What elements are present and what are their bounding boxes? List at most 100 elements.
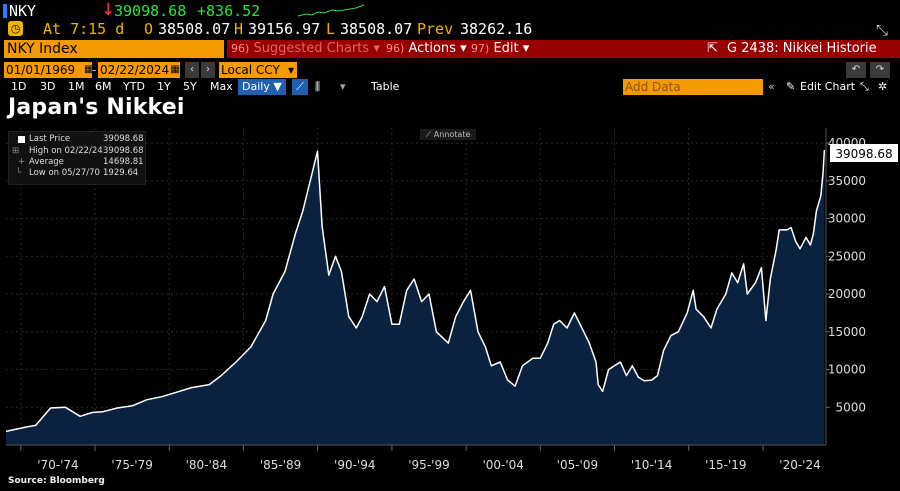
period-3d[interactable]: 3D: [40, 80, 56, 93]
period-ytd[interactable]: YTD: [123, 80, 145, 93]
security-color-marker: [3, 4, 7, 18]
menu-number: 96): [231, 42, 250, 55]
command-menu: 96) Suggested Charts ▾ 96) Actions ▾ 97)…: [227, 40, 900, 58]
legend-value: 1929.64: [103, 168, 139, 178]
x-tick-label: '80-'84: [186, 458, 227, 472]
chart-type-icon[interactable]: ⫼: [315, 80, 321, 93]
y-tick-label: 10000: [828, 363, 866, 377]
calendar-icon[interactable]: ▦: [170, 62, 180, 78]
line-chart-icon[interactable]: ⟋: [292, 79, 308, 95]
legend-row-low: └ Low on 05/27/70 1929.64: [9, 169, 145, 178]
low-value: 38508.07: [340, 20, 413, 38]
menu-label: Edit: [493, 41, 519, 56]
menu-label: Suggested Charts: [253, 41, 370, 56]
x-tick-label: '05-'09: [557, 458, 598, 472]
chevron-down-icon[interactable]: ▾: [340, 80, 346, 93]
legend-row-high: ⊞ High on 02/22/24 39098.68: [9, 147, 145, 156]
menu-number: 97): [471, 42, 490, 55]
x-tick-label: '95-'99: [408, 458, 449, 472]
y-tick-label: 25000: [828, 249, 866, 263]
collapse-icon[interactable]: «: [768, 80, 775, 93]
page-title: G 2438: Nikkei Historie: [727, 41, 877, 56]
tree-icon: ⊞: [12, 146, 20, 156]
clock-icon[interactable]: ◷: [8, 21, 23, 36]
actions-menu[interactable]: 96) Actions ▾: [386, 41, 467, 56]
legend-label: High on 02/22/24: [29, 146, 103, 156]
price-line: [5, 149, 826, 433]
high-label: H: [234, 20, 244, 38]
edit-menu[interactable]: 97) Edit ▾: [471, 41, 530, 56]
undo-icon[interactable]: ↶: [846, 62, 866, 78]
y-tick-label: 30000: [828, 212, 866, 226]
chevron-down-icon: ▾: [287, 63, 294, 77]
period-1d[interactable]: 1D: [11, 80, 27, 93]
start-date-input[interactable]: 01/01/1969: [4, 62, 86, 78]
menu-number: 96): [386, 42, 405, 55]
expand-icon[interactable]: ⤡: [876, 21, 889, 39]
y-tick-label: 15000: [828, 325, 866, 339]
command-bar: NKY Index 96) Suggested Charts ▾ 96) Act…: [0, 40, 900, 58]
period-5y[interactable]: 5Y: [183, 80, 197, 93]
low-label: L: [326, 20, 336, 38]
last-price: 39098.68: [114, 2, 187, 20]
suggested-charts-menu[interactable]: 96) Suggested Charts ▾: [231, 41, 380, 56]
legend-label: Last Price: [29, 134, 71, 144]
frequency-select[interactable]: Daily ▼: [238, 79, 286, 95]
y-tick-label: 35000: [828, 174, 866, 188]
add-data-input[interactable]: Add Data: [623, 79, 763, 95]
period-6m[interactable]: 6M: [95, 80, 112, 93]
legend-swatch: [18, 136, 25, 143]
legend-row-average: + Average 14698.81: [9, 158, 145, 167]
down-arrow-icon: ↓: [101, 0, 116, 20]
source-note: Source: Bloomberg: [8, 476, 105, 486]
calendar-icon[interactable]: ▦: [84, 62, 93, 78]
price-chart[interactable]: 500010000150002000025000300003500040000 …: [0, 122, 900, 477]
legend-value: 14698.81: [103, 157, 144, 167]
x-tick-label: '75-'79: [111, 458, 152, 472]
date-range-bar: 01/01/1969 ▦ - 02/22/2024 ▦ ‹ › Local CC…: [0, 62, 900, 78]
currency-select[interactable]: Local CCY ▾: [219, 62, 297, 78]
legend[interactable]: Last Price 39098.68 ⊞ High on 02/22/24 3…: [8, 131, 146, 185]
legend-value: 39098.68: [103, 146, 144, 156]
net-change: +836.52: [197, 2, 261, 20]
period-1y[interactable]: 1Y: [157, 80, 171, 93]
edit-chart-button[interactable]: Edit Chart: [800, 80, 856, 93]
ticker-symbol[interactable]: NKY: [9, 2, 37, 20]
prev-value: 38262.16: [460, 20, 533, 38]
annotate-icon: ⟋: [425, 130, 432, 139]
date-separator: -: [92, 63, 97, 77]
x-tick-label: '85-'89: [260, 458, 301, 472]
prev-period-button[interactable]: ‹: [185, 62, 199, 78]
x-axis: '70-'74 '75-'79 '80-'84 '85-'89 '90-'94 '95-'…: [6, 444, 826, 472]
legend-label: Low on 05/27/70: [29, 168, 100, 178]
end-date-input[interactable]: 02/22/2024: [98, 62, 170, 78]
redo-icon[interactable]: ↷: [870, 62, 890, 78]
gear-icon[interactable]: ✲: [878, 80, 888, 93]
annotate-label: Annotate: [433, 130, 471, 139]
external-link-icon[interactable]: ⇱: [707, 41, 718, 56]
chart-title: Japan's Nikkei: [8, 95, 185, 120]
y-tick-label: 5000: [835, 400, 866, 414]
next-period-button[interactable]: ›: [201, 62, 215, 78]
frequency-label: Daily: [242, 80, 270, 93]
legend-row-last: Last Price 39098.68: [9, 135, 145, 144]
quote-bar: NKY ↓ 39098.68 +836.52 ◷ At 7:15 d O 385…: [0, 0, 900, 40]
price-area: [6, 149, 825, 445]
table-button[interactable]: Table: [371, 80, 400, 93]
currency-label: Local CCY: [221, 63, 280, 77]
x-tick-label: '00-'04: [482, 458, 523, 472]
average-marker-icon: +: [18, 157, 26, 167]
security-field[interactable]: NKY Index: [4, 40, 224, 58]
period-1m[interactable]: 1M: [68, 80, 85, 93]
open-value: 38508.07: [158, 20, 231, 38]
period-bar: 1D 3D 1M 6M YTD 1Y 5Y Max Daily ▼ ⟋ ⫼ ▾ …: [0, 79, 900, 95]
high-value: 39156.97: [248, 20, 321, 38]
menu-label: Actions: [408, 41, 456, 56]
zoom-icon[interactable]: ⤡: [860, 80, 869, 93]
open-label: O: [144, 20, 154, 38]
x-tick-label: '70-'74: [37, 458, 78, 472]
period-max[interactable]: Max: [210, 80, 233, 93]
annotate-button[interactable]: ⟋ Annotate: [420, 129, 476, 140]
tree-branch-icon: └: [16, 168, 22, 178]
